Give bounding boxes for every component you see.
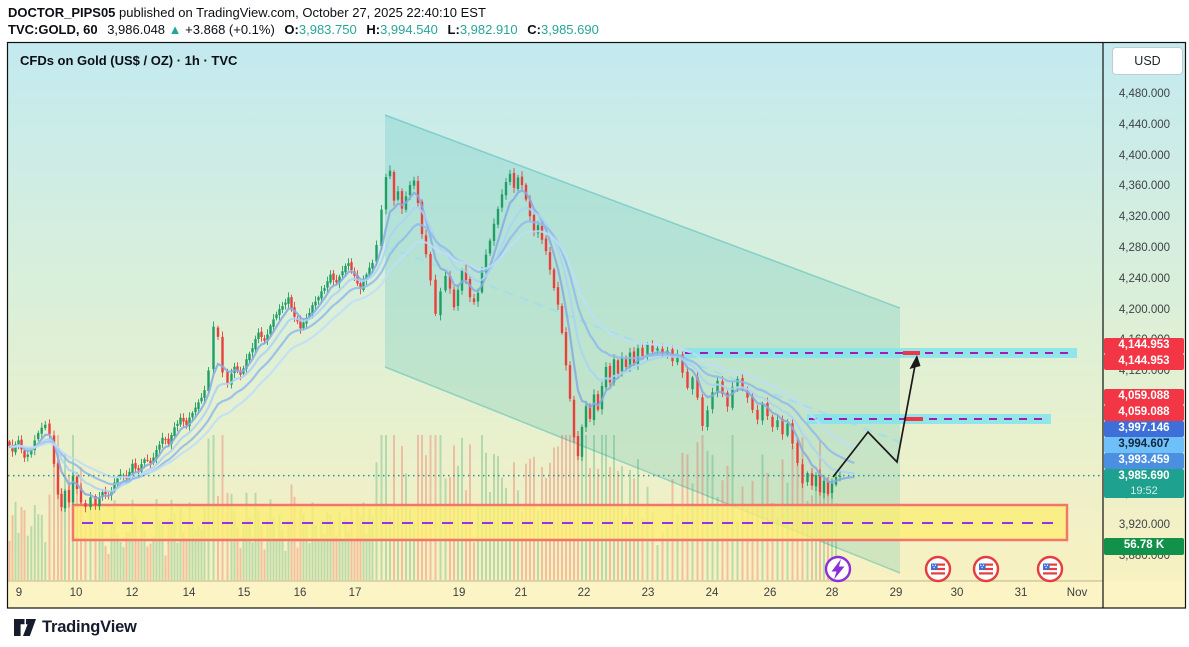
projection-arrow xyxy=(832,359,917,478)
x-axis-label[interactable]: 19 xyxy=(452,587,466,599)
x-axis-label[interactable]: 14 xyxy=(182,587,196,599)
x-axis-label[interactable]: 30 xyxy=(950,587,964,599)
price-badge: 3,997.146 xyxy=(1104,421,1184,437)
high-label: H: xyxy=(366,22,381,37)
publish-text: published on TradingView.com, October 27… xyxy=(115,5,486,20)
event-us-flag-icon[interactable] xyxy=(972,555,1000,583)
price-badge: 4,059.088 xyxy=(1104,389,1184,405)
event-us-flag-icon[interactable] xyxy=(1036,555,1064,583)
x-axis-label[interactable]: 12 xyxy=(125,587,139,599)
close-label: C: xyxy=(527,22,541,37)
x-axis-label[interactable]: 9 xyxy=(15,587,23,599)
author-name: DOCTOR_PIPS05 xyxy=(8,5,116,20)
y-axis-label[interactable]: 4,360.000 xyxy=(1118,180,1171,193)
x-axis-label[interactable]: Nov xyxy=(1066,587,1088,599)
projection-arrowhead xyxy=(909,355,921,369)
y-axis-label[interactable]: 4,320.000 xyxy=(1118,211,1171,224)
y-axis-label[interactable]: 4,480.000 xyxy=(1118,88,1171,100)
last-price: 3,986.048 xyxy=(107,22,166,37)
x-axis-label[interactable]: 29 xyxy=(889,587,903,599)
price-badge: 4,144.953 xyxy=(1104,354,1184,370)
x-axis-label[interactable]: 21 xyxy=(514,587,528,599)
x-axis-label[interactable]: 23 xyxy=(641,587,655,599)
low-value: 3,982.910 xyxy=(459,22,518,37)
price-badge: 56.78 K xyxy=(1104,538,1184,555)
price-badge: 3,985.690 19:52 xyxy=(1104,469,1184,498)
y-axis-label[interactable]: 4,200.000 xyxy=(1118,303,1171,316)
currency-button[interactable]: USD xyxy=(1112,47,1183,75)
event-lightning-icon[interactable] xyxy=(824,555,852,583)
publish-info: DOCTOR_PIPS05 published on TradingView.c… xyxy=(8,5,486,20)
y-axis-label[interactable]: 4,240.000 xyxy=(1118,272,1171,285)
x-axis-label[interactable]: 28 xyxy=(825,587,839,599)
open-label: O: xyxy=(284,22,299,37)
price-badge: 3,993.459 xyxy=(1104,453,1184,469)
x-axis-label[interactable]: 24 xyxy=(705,587,719,599)
up-arrow-icon: ▲ xyxy=(168,22,182,37)
close-value: 3,985.690 xyxy=(541,22,599,37)
tradingview-logo[interactable]: TradingView xyxy=(13,617,137,638)
price-badge: 3,994.607 xyxy=(1104,437,1184,453)
x-axis-label[interactable]: 10 xyxy=(69,587,83,599)
symbol-interval: TVC:GOLD, 60 xyxy=(8,22,98,37)
countdown-timer: 19:52 xyxy=(1130,484,1158,497)
event-us-flag-icon[interactable] xyxy=(924,555,952,583)
x-axis-label[interactable]: 17 xyxy=(348,587,362,599)
y-axis-label[interactable]: 4,440.000 xyxy=(1118,118,1171,131)
x-axis-label[interactable]: 31 xyxy=(1014,587,1028,599)
price-change: +3.868 (+0.1%) xyxy=(185,22,275,37)
x-axis-label[interactable]: 22 xyxy=(577,587,591,599)
quote-line: TVC:GOLD, 60 3,986.048 ▲ +3.868 (+0.1%) … xyxy=(8,22,599,37)
tradingview-logo-icon xyxy=(14,619,36,636)
open-value: 3,983.750 xyxy=(298,22,357,37)
y-axis-label[interactable]: 3,920.000 xyxy=(1118,519,1171,532)
chart-title: CFDs on Gold (US$ / OZ) · 1h · TVC xyxy=(20,53,238,68)
x-axis-label[interactable]: 16 xyxy=(293,587,307,599)
tradingview-logo-text: TradingView xyxy=(42,618,137,636)
x-axis-label[interactable]: 15 xyxy=(237,587,251,599)
price-badge: 4,144.953 xyxy=(1104,338,1184,354)
x-axis-label[interactable]: 26 xyxy=(763,587,777,599)
high-value: 3,994.540 xyxy=(380,22,438,37)
y-axis-label[interactable]: 4,400.000 xyxy=(1118,149,1171,162)
price-badge: 4,059.088 xyxy=(1104,405,1184,421)
low-label: L: xyxy=(447,22,460,37)
y-axis-label[interactable]: 4,280.000 xyxy=(1118,242,1171,254)
